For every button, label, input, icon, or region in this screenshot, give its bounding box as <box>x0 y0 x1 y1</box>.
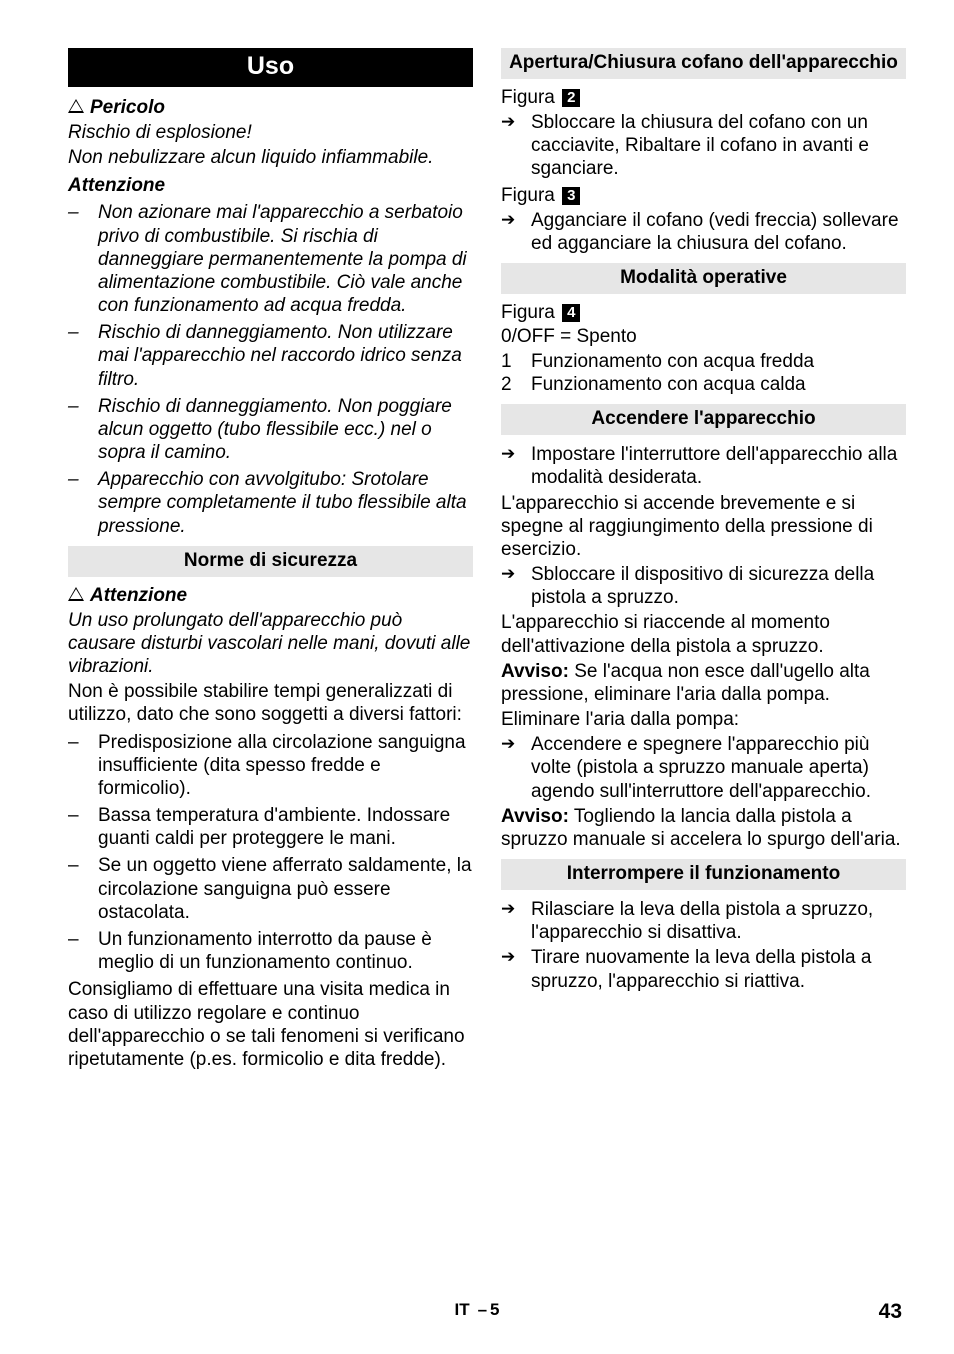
list-item: Sbloccare la chiusura del cofano con un … <box>501 111 906 181</box>
list-item: Sbloccare il dispositivo di sicurezza de… <box>501 563 906 609</box>
attenzione-heading-1: Attenzione <box>68 175 473 197</box>
section-title-apertura: Apertura/Chiusura cofano dell'apparecchi… <box>501 48 906 79</box>
mode-number: 1 <box>501 350 512 373</box>
body-text: L'apparecchio si accende brevemente e si… <box>501 492 906 562</box>
attenzione-heading-2: Attenzione <box>68 585 473 607</box>
accendere-step-2: Sbloccare il dispositivo di sicurezza de… <box>501 563 906 609</box>
list-item: Un funzionamento interrotto da pause è m… <box>68 928 473 974</box>
list-item: Se un oggetto viene afferrato saldamente… <box>68 854 473 924</box>
list-item: 1 Funzionamento con acqua fredda <box>501 350 906 373</box>
body-text: Non è possibile stabilire tempi generali… <box>68 680 473 726</box>
list-item: Rischio di danneggiamento. Non poggiare … <box>68 395 473 465</box>
figura-4-line: Figura 4 <box>501 302 906 324</box>
list-item: Impostare l'interruttore dell'apparecchi… <box>501 443 906 489</box>
list-item: Tirare nuovamente la leva della pistola … <box>501 946 906 992</box>
list-item: Rischio di danneggiamento. Non utilizzar… <box>68 321 473 391</box>
figure-number-badge: 2 <box>562 89 580 107</box>
fig2-steps: Sbloccare la chiusura del cofano con un … <box>501 111 906 181</box>
mode-text: Funzionamento con acqua calda <box>531 374 806 395</box>
footer-lang: IT <box>454 1300 469 1319</box>
list-item: Rilasciare la leva della pistola a spruz… <box>501 898 906 944</box>
body-text: L'apparecchio si riaccende al momento de… <box>501 611 906 657</box>
interrompere-steps: Rilasciare la leva della pistola a spruz… <box>501 898 906 993</box>
figura-label: Figura <box>501 302 555 323</box>
left-column: Uso Pericolo Rischio di esplosione! Non … <box>68 48 473 1071</box>
avviso-label: Avviso: <box>501 661 569 682</box>
section-title-accendere: Accendere l'apparecchio <box>501 404 906 435</box>
list-item: 2 Funzionamento con acqua calda <box>501 373 906 396</box>
pericolo-label: Pericolo <box>90 97 165 118</box>
fig3-steps: Agganciare il cofano (vedi freccia) soll… <box>501 209 906 255</box>
figure-number-badge: 4 <box>562 304 580 322</box>
figura-3-line: Figura 3 <box>501 185 906 207</box>
list-item: Accendere e spegnere l'apparecchio più v… <box>501 733 906 803</box>
section-title-interrompere: Interrompere il funzionamento <box>501 859 906 890</box>
modes-list: 1 Funzionamento con acqua fredda 2 Funzion… <box>501 350 906 396</box>
section-title-norme: Norme di sicurezza <box>68 546 473 577</box>
off-line: 0/OFF = Spento <box>501 326 906 348</box>
body-text: Consigliamo di effettuare una visita med… <box>68 978 473 1071</box>
list-item: Apparecchio con avvolgitubo: Srotolare s… <box>68 468 473 538</box>
mode-number: 2 <box>501 373 512 396</box>
figura-2-line: Figura 2 <box>501 87 906 109</box>
attenzione-label-2: Attenzione <box>90 585 187 606</box>
list-item: Non azionare mai l'apparecchio a serbato… <box>68 201 473 317</box>
warning-icon <box>68 587 84 601</box>
list-item: Agganciare il cofano (vedi freccia) soll… <box>501 209 906 255</box>
section-title-uso: Uso <box>68 48 473 87</box>
list-item: Predisposizione alla circolazione sangui… <box>68 731 473 801</box>
page-footer: IT–5 <box>0 1300 954 1320</box>
figura-label: Figura <box>501 87 555 108</box>
avviso-label: Avviso: <box>501 806 569 827</box>
pericolo-line-1: Rischio di esplosione! <box>68 121 473 144</box>
avviso-2: Avviso: Togliendo la lancia dalla pistol… <box>501 805 906 851</box>
section-title-modalita: Modalità operative <box>501 263 906 294</box>
page-number: 43 <box>879 1300 902 1324</box>
right-column: Apertura/Chiusura cofano dell'apparecchi… <box>501 48 906 1071</box>
factors-list: Predisposizione alla circolazione sangui… <box>68 731 473 975</box>
attenzione-text-2: Un uso prolungato dell'apparecchio può c… <box>68 609 473 679</box>
pericolo-heading: Pericolo <box>68 97 473 119</box>
attenzione-list-1: Non azionare mai l'apparecchio a serbato… <box>68 201 473 537</box>
warning-icon <box>68 99 84 113</box>
figura-label: Figura <box>501 185 555 206</box>
footer-dash: – <box>478 1300 487 1319</box>
two-column-layout: Uso Pericolo Rischio di esplosione! Non … <box>68 48 906 1071</box>
avviso-1: Avviso: Se l'acqua non esce dall'ugello … <box>501 660 906 706</box>
figure-number-badge: 3 <box>562 187 580 205</box>
pericolo-line-2: Non nebulizzare alcun liquido infiammabi… <box>68 146 473 169</box>
body-text: Eliminare l'aria dalla pompa: <box>501 708 906 731</box>
mode-text: Funzionamento con acqua fredda <box>531 351 814 372</box>
accendere-step-1: Impostare l'interruttore dell'apparecchi… <box>501 443 906 489</box>
list-item: Bassa temperatura d'ambiente. Indossare … <box>68 804 473 850</box>
footer-page-rel: 5 <box>490 1300 499 1319</box>
accendere-step-3: Accendere e spegnere l'apparecchio più v… <box>501 733 906 803</box>
